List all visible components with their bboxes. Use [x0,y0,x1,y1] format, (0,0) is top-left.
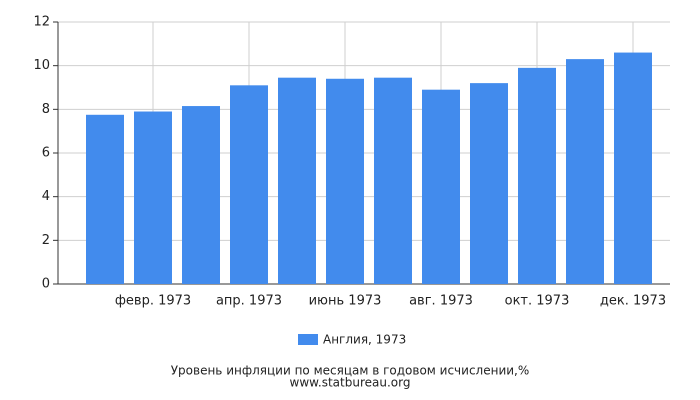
x-tick-label: окт. 1973 [505,294,570,309]
bar [134,111,172,285]
chart-subtitle: www.statbureau.org [290,376,411,390]
chart-title: Уровень инфляции по месяцам в годовом ис… [171,364,530,378]
bar [278,77,316,284]
legend-swatch [298,334,318,345]
bar [182,106,220,284]
bar [614,52,652,284]
bar [566,59,604,284]
y-tick-label: 8 [42,102,50,117]
x-tick-label: июнь 1973 [309,294,382,309]
y-tick-label: 0 [42,277,50,292]
bar [86,114,124,285]
y-tick-label: 2 [42,233,50,248]
bar [230,85,268,284]
bar [326,78,364,285]
y-tick-label: 4 [42,189,50,204]
y-tick-label: 12 [33,15,50,30]
bar [518,67,556,284]
legend-label: Англия, 1973 [323,333,406,347]
bar [422,89,460,284]
x-tick-label: дек. 1973 [600,294,666,309]
bar [374,77,412,284]
x-tick-label: апр. 1973 [216,294,282,309]
x-tick-label: авг. 1973 [409,294,473,309]
y-tick-label: 6 [42,146,50,161]
bar [470,83,508,284]
x-tick-label: февр. 1973 [115,294,191,309]
y-tick-label: 10 [33,58,50,73]
